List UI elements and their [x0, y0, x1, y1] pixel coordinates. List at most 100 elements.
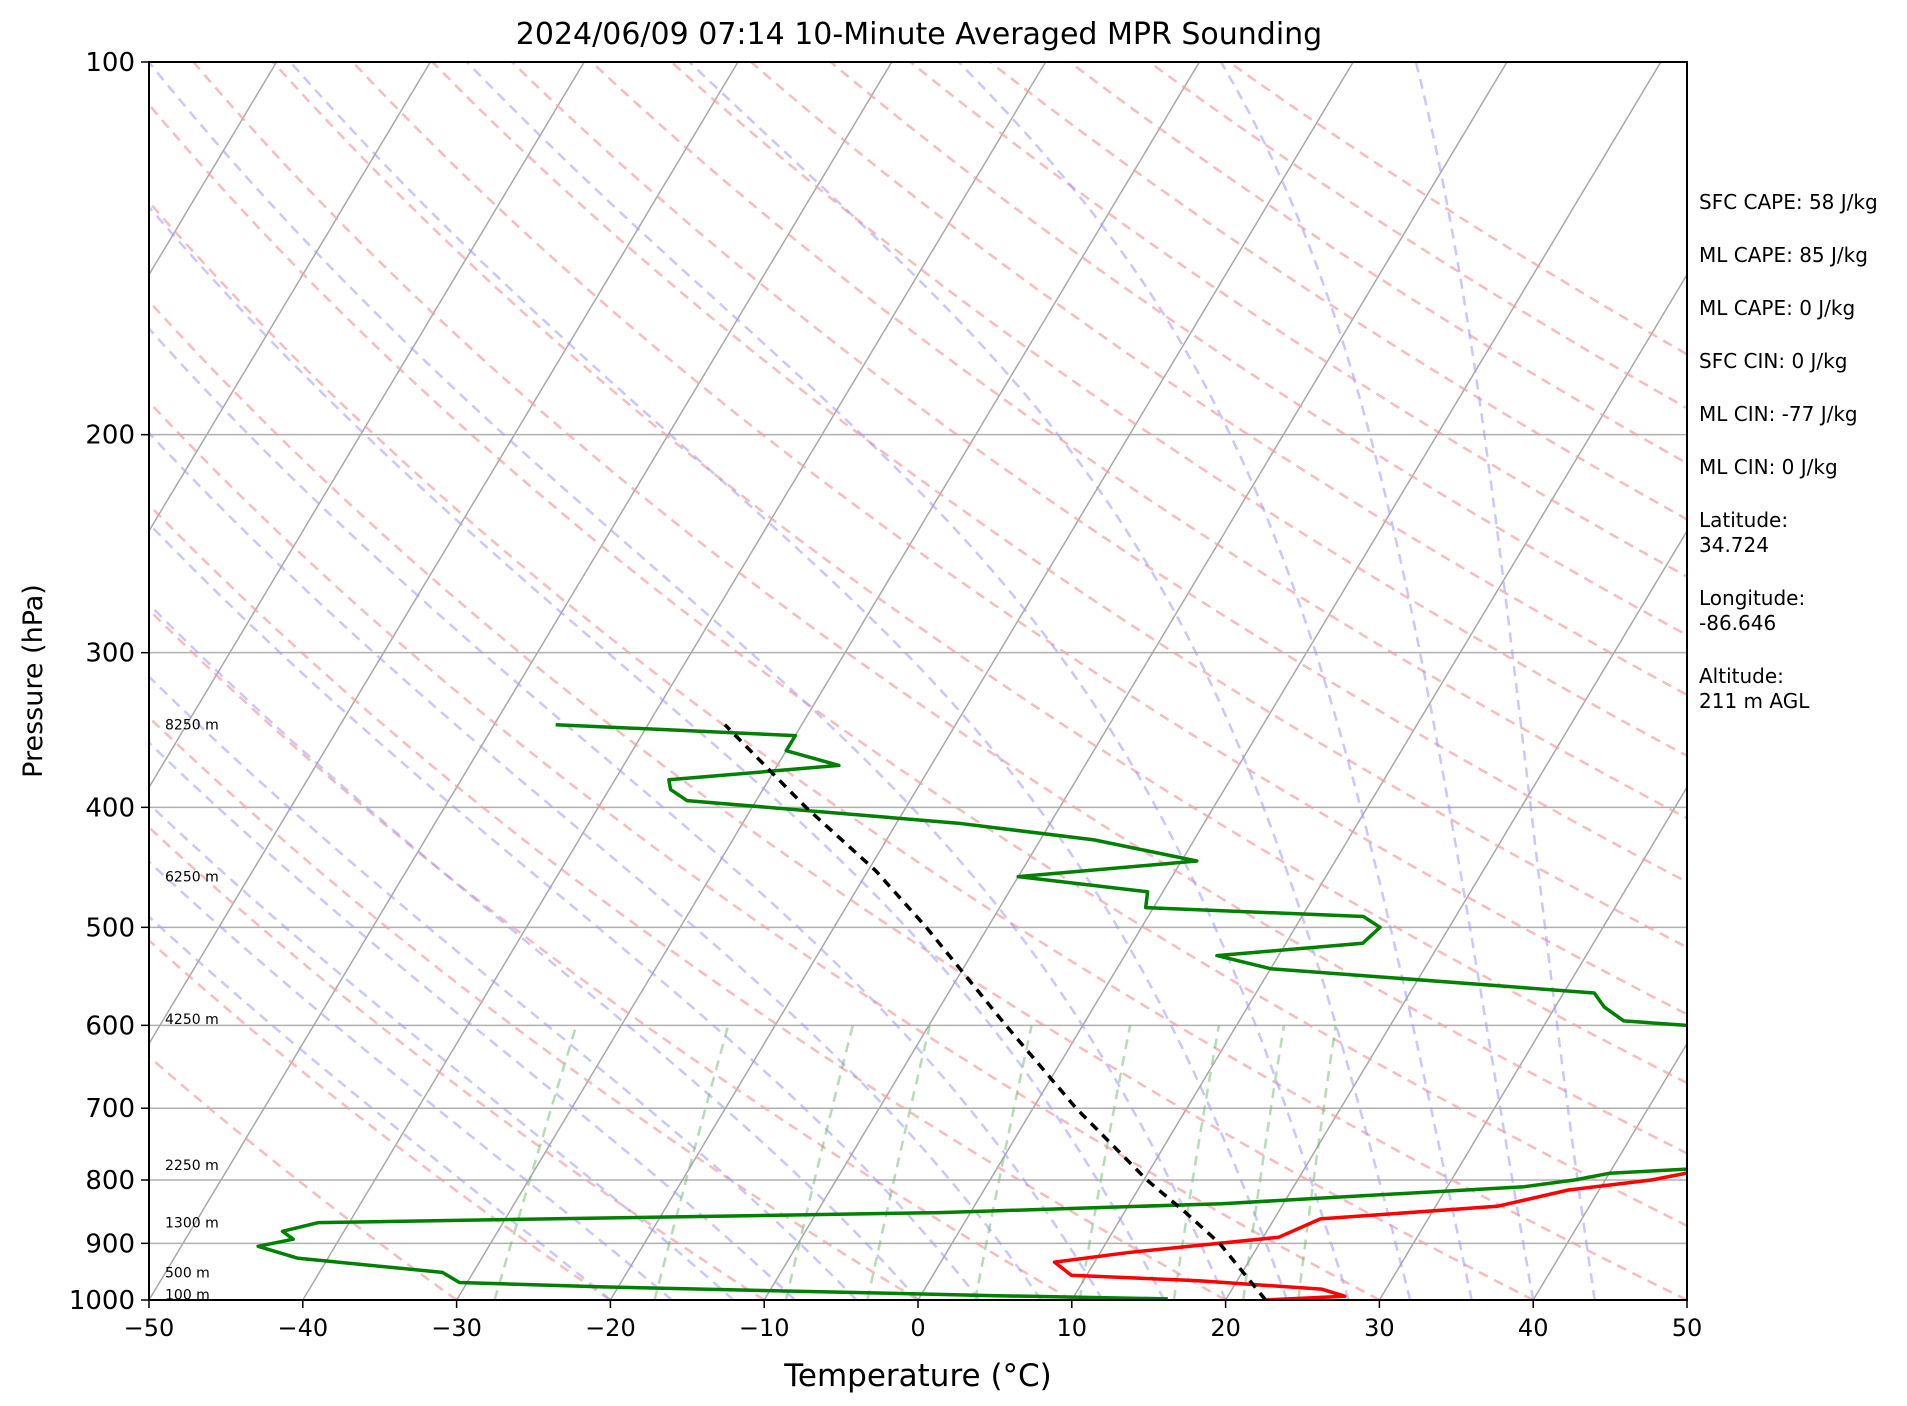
moist-adiabat-line: [688, 62, 1412, 1300]
moist-adiabat-line: [149, 522, 981, 1300]
moist-adiabat-line: [149, 431, 1043, 1300]
background-grid: [149, 62, 1687, 1300]
x-tick-label: −40: [277, 1314, 328, 1342]
isotherm-line: [763, 62, 1508, 1300]
moist-adiabat-line: [1414, 62, 1596, 1300]
y-axis-ticks: 100 200 300 400 500 600 700 800 900 1000: [69, 48, 149, 1316]
isotherm-line: [609, 62, 1354, 1300]
y-tick-label: 500: [85, 913, 135, 943]
x-tick-label: 30: [1364, 1314, 1395, 1342]
y-tick-label: 400: [85, 793, 135, 823]
dry-adiabat-line: [192, 62, 1687, 1155]
isotherm-line: [149, 62, 739, 1046]
altitude-text: Altitude: 211 m AGL: [1699, 664, 1810, 713]
moist-adiabat-line: [289, 62, 1289, 1300]
y-tick-label: 1000: [69, 1286, 135, 1316]
x-tick-label: 10: [1057, 1314, 1088, 1342]
height-label: 100 m: [165, 1288, 210, 1304]
isotherm-line: [149, 62, 585, 789]
isotherm-line: [302, 62, 1047, 1300]
isotherm-line: [1071, 273, 1687, 1300]
mixing-ratio-line: [493, 1025, 578, 1300]
dry-adiabat-line: [149, 200, 1687, 1300]
moist-adiabat-line: [466, 62, 1350, 1300]
dry-adiabat-line: [149, 503, 1227, 1300]
mixing-ratio-line: [1172, 1025, 1221, 1300]
y-tick-label: 900: [85, 1229, 135, 1259]
dry-adiabat-line: [590, 62, 1687, 820]
ml-cape-text-2: ML CAPE: 0 J/kg: [1699, 296, 1856, 320]
dry-adiabat-line: [351, 62, 1687, 1016]
x-axis-ticks: −50 −40 −30 −20 −10 0 10 20 30 40 50: [124, 1300, 1703, 1342]
mixing-ratio-line: [1241, 1025, 1286, 1300]
moist-adiabat-line: [149, 205, 1166, 1300]
isotherm-line: [1378, 785, 1687, 1300]
dry-adiabat-line: [272, 62, 1687, 1085]
mixing-ratio-line: [973, 1025, 1033, 1300]
mixing-ratio-line: [1078, 1025, 1132, 1300]
height-label: 4250 m: [165, 1012, 219, 1028]
moist-adiabat-line: [149, 802, 735, 1300]
y-tick-label: 100: [85, 48, 135, 78]
isotherm-line: [149, 62, 432, 533]
moist-adiabat-line: [149, 915, 612, 1300]
y-tick-label: 200: [85, 421, 135, 451]
isotherm-line: [1224, 529, 1687, 1300]
moist-adiabat-line: [149, 62, 1227, 1300]
isotherm-line: [1532, 1042, 1687, 1300]
x-axis-label: Temperature (°C): [783, 1358, 1052, 1394]
ml-cape-text: ML CAPE: 85 J/kg: [1699, 243, 1868, 267]
height-label: 8250 m: [165, 718, 219, 734]
dry-adiabat-line: [149, 825, 765, 1300]
parcel-path-line: [723, 723, 1267, 1300]
y-tick-label: 600: [85, 1011, 135, 1041]
x-tick-label: −30: [431, 1314, 482, 1342]
y-axis-label: Pressure (hPa): [18, 584, 49, 778]
height-label: 500 m: [165, 1265, 210, 1281]
dry-adiabat-line: [149, 938, 612, 1300]
height-label: 2250 m: [165, 1158, 219, 1174]
isotherm-line: [149, 62, 893, 1300]
sfc-cin-text: SFC CIN: 0 J/kg: [1699, 349, 1848, 373]
height-label: 1300 m: [165, 1216, 219, 1232]
dry-adiabat-line: [989, 62, 1687, 521]
chart-title: 2024/06/09 07:14 10-Minute Averaged MPR …: [516, 17, 1322, 52]
moist-adiabat-line: [149, 674, 858, 1300]
mixing-ratio-line: [1296, 1025, 1337, 1300]
dry-adiabat-line: [1148, 62, 1687, 410]
dry-adiabat-line: [431, 62, 1687, 949]
moist-adiabat-line: [1219, 62, 1535, 1300]
dry-adiabat-line: [750, 62, 1687, 697]
moist-adiabat-line: [149, 326, 1104, 1300]
longitude-text: Longitude: -86.646: [1699, 586, 1806, 635]
dry-adiabat-line: [149, 299, 1534, 1300]
temperature-profile-line: [1052, 1171, 1687, 1300]
latitude-text: Latitude: 34.724: [1699, 508, 1789, 557]
x-tick-label: 0: [910, 1314, 925, 1342]
dry-adiabat-line: [149, 102, 1687, 1228]
mixing-ratio-line: [784, 1025, 855, 1300]
x-tick-label: 40: [1518, 1314, 1549, 1342]
y-tick-label: 800: [85, 1166, 135, 1196]
ml-cin-text-2: ML CIN: 0 J/kg: [1699, 455, 1838, 479]
isotherm-line: [455, 62, 1201, 1300]
x-tick-label: −20: [585, 1314, 636, 1342]
dry-adiabat-line: [511, 62, 1687, 884]
y-tick-label: 300: [85, 639, 135, 669]
x-tick-label: 20: [1210, 1314, 1241, 1342]
mixing-ratio-line: [866, 1025, 932, 1300]
x-tick-label: 50: [1672, 1314, 1703, 1342]
mixing-ratio-line: [653, 1025, 730, 1300]
height-labels: 8250 m 6250 m 4250 m 2250 m 1300 m 500 m 100 m: [165, 718, 219, 1304]
y-tick-label: 700: [85, 1094, 135, 1124]
sfc-cape-text: SFC CAPE: 58 J/kg: [1699, 190, 1878, 214]
dry-adiabat-line: [149, 400, 1380, 1300]
x-tick-label: −50: [124, 1314, 175, 1342]
dry-adiabat-line: [149, 715, 919, 1300]
ml-cin-text: ML CIN: -77 J/kg: [1699, 402, 1858, 426]
dry-adiabat-line: [670, 62, 1687, 758]
profile-lines: [256, 722, 1687, 1300]
isotherm-line: [149, 62, 278, 277]
dewpoint-profile-line: [256, 722, 1687, 1300]
